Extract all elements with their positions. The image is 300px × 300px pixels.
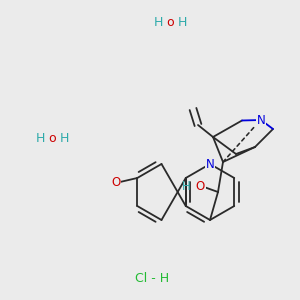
Text: H: H [35,131,45,145]
Text: Cl - H: Cl - H [135,272,169,284]
Text: O: O [195,181,205,194]
Text: H: H [182,181,190,194]
Text: N: N [206,158,214,170]
Text: H: H [59,131,69,145]
Text: O: O [111,176,120,189]
Text: H: H [177,16,187,28]
Text: N: N [256,113,266,127]
Text: o: o [48,131,56,145]
Text: H: H [153,16,163,28]
Text: o: o [166,16,174,28]
